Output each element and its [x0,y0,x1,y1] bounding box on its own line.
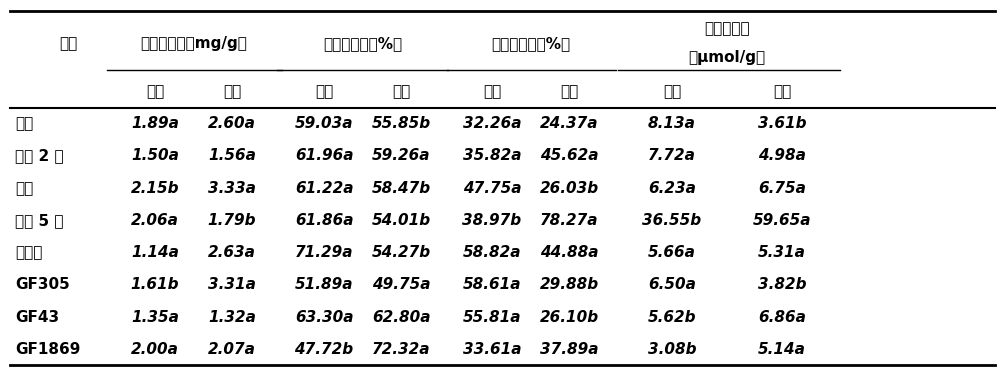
Text: 6.23a: 6.23a [648,181,696,196]
Text: 处理: 处理 [392,84,410,99]
Text: 筑波 5 号: 筑波 5 号 [15,213,64,228]
Text: 58.82a: 58.82a [463,245,521,260]
Text: 3.08b: 3.08b [648,342,696,357]
Text: 8.13a: 8.13a [648,116,696,131]
Text: 61.96a: 61.96a [295,148,353,163]
Text: 44.88a: 44.88a [540,245,598,260]
Text: 36.55b: 36.55b [642,213,702,228]
Text: 72.32a: 72.32a [372,342,430,357]
Text: 2.00a: 2.00a [131,342,179,357]
Text: 品种: 品种 [59,36,77,51]
Text: 32.26a: 32.26a [463,116,521,131]
Text: 3.31a: 3.31a [208,277,256,292]
Text: 1.89a: 1.89a [131,116,179,131]
Text: 5.62b: 5.62b [648,310,696,324]
Text: 3.82b: 3.82b [758,277,806,292]
Text: 37.89a: 37.89a [540,342,598,357]
Text: GF1869: GF1869 [15,342,80,357]
Text: 59.26a: 59.26a [372,148,430,163]
Text: 62.80a: 62.80a [372,310,430,324]
Text: 49.75a: 49.75a [372,277,430,292]
Text: 55.85b: 55.85b [371,116,431,131]
Text: 列玛格: 列玛格 [15,245,42,260]
Text: 7.72a: 7.72a [648,148,696,163]
Text: 58.47b: 58.47b [371,181,431,196]
Text: 58.61a: 58.61a [463,277,521,292]
Text: 61.86a: 61.86a [295,213,353,228]
Text: 处理: 处理 [560,84,578,99]
Text: 24.37a: 24.37a [540,116,598,131]
Text: 4.98a: 4.98a [758,148,806,163]
Text: 对照: 对照 [483,84,501,99]
Text: 6.50a: 6.50a [648,277,696,292]
Text: 3.61b: 3.61b [758,116,806,131]
Text: 78.27a: 78.27a [540,213,598,228]
Text: 61.22a: 61.22a [295,181,353,196]
Text: 33.61a: 33.61a [463,342,521,357]
Text: 1.32a: 1.32a [208,310,256,324]
Text: 26.03b: 26.03b [539,181,599,196]
Text: 处理: 处理 [223,84,241,99]
Text: （μmol/g）: （μmol/g） [688,50,766,65]
Text: 45.62a: 45.62a [540,148,598,163]
Text: 2.06a: 2.06a [131,213,179,228]
Text: 47.72b: 47.72b [294,342,354,357]
Text: 相对电导率（%）: 相对电导率（%） [491,36,570,51]
Text: GF43: GF43 [15,310,59,324]
Text: 26.10b: 26.10b [539,310,599,324]
Text: 对照: 对照 [663,84,681,99]
Text: 6.75a: 6.75a [758,181,806,196]
Text: 1.50a: 1.50a [131,148,179,163]
Text: 35.82a: 35.82a [463,148,521,163]
Text: 1.79b: 1.79b [208,213,256,228]
Text: 5.14a: 5.14a [758,342,806,357]
Text: 对照: 对照 [315,84,333,99]
Text: 1.14a: 1.14a [131,245,179,260]
Text: 38.97b: 38.97b [462,213,522,228]
Text: 处理: 处理 [773,84,791,99]
Text: 55.81a: 55.81a [463,310,521,324]
Text: 对照: 对照 [146,84,164,99]
Text: 3.33a: 3.33a [208,181,256,196]
Text: 2.60a: 2.60a [208,116,256,131]
Text: GF305: GF305 [15,277,70,292]
Text: 2.07a: 2.07a [208,342,256,357]
Text: 丙二醛含量: 丙二醛含量 [704,21,750,36]
Text: 山桃: 山桃 [15,181,33,196]
Text: 29.88b: 29.88b [539,277,599,292]
Text: 2.15b: 2.15b [131,181,179,196]
Text: 叶绿素含量（mg/g）: 叶绿素含量（mg/g） [140,36,247,51]
Text: 54.27b: 54.27b [371,245,431,260]
Text: 相对含水量（%）: 相对含水量（%） [323,36,402,51]
Text: 1.61b: 1.61b [131,277,179,292]
Text: 63.30a: 63.30a [295,310,353,324]
Text: 47.75a: 47.75a [463,181,521,196]
Text: 71.29a: 71.29a [295,245,353,260]
Text: 51.89a: 51.89a [295,277,353,292]
Text: 毛桃: 毛桃 [15,116,33,131]
Text: 5.31a: 5.31a [758,245,806,260]
Text: 6.86a: 6.86a [758,310,806,324]
Text: 54.01b: 54.01b [371,213,431,228]
Text: 1.35a: 1.35a [131,310,179,324]
Text: 59.65a: 59.65a [753,213,811,228]
Text: 1.56a: 1.56a [208,148,256,163]
Text: 59.03a: 59.03a [295,116,353,131]
Text: 5.66a: 5.66a [648,245,696,260]
Text: 2.63a: 2.63a [208,245,256,260]
Text: 毛桃 2 号: 毛桃 2 号 [15,148,64,163]
